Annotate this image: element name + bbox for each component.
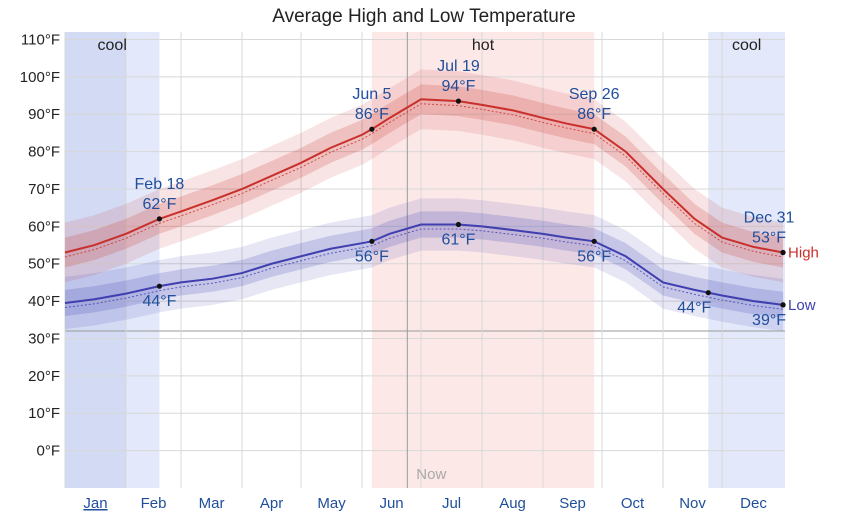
annotation-marker	[780, 249, 786, 256]
annotation-value: 53°F	[752, 230, 786, 247]
annotation-marker	[369, 126, 375, 132]
annotation-value: 61°F	[441, 231, 475, 248]
series-line	[64, 223, 784, 306]
annotation-marker	[705, 290, 711, 296]
y-tick-label: 0°F	[36, 443, 60, 460]
annotation-date: Jun 5	[352, 86, 391, 103]
annotation-value: 39°F	[752, 312, 786, 329]
season-label: cool	[98, 37, 127, 54]
annotation-value: 56°F	[355, 248, 389, 265]
now-label: Now	[416, 466, 446, 483]
month-label: Apr	[260, 495, 283, 512]
y-tick-label: 20°F	[28, 368, 60, 385]
month-label: Jul	[442, 495, 461, 512]
annotation-value: 94°F	[441, 78, 475, 95]
season-label: cool	[732, 37, 761, 54]
series-band-outer	[65, 69, 784, 283]
y-tick-label: 30°F	[28, 330, 60, 347]
annotation-marker	[455, 221, 462, 228]
series-prior-line	[64, 103, 784, 258]
series-line	[64, 98, 784, 254]
month-label: Nov	[679, 495, 706, 512]
month-label: Dec	[740, 495, 767, 512]
y-tick-label: 60°F	[28, 218, 60, 235]
y-tick-label: 110°F	[21, 31, 60, 48]
y-tick-label: 80°F	[28, 144, 60, 161]
season-label: hot	[472, 37, 495, 54]
series-name-label: High	[788, 245, 819, 262]
series-name-label: Low	[788, 297, 816, 314]
annotation-date: Sep 26	[569, 86, 620, 103]
series-band-inner	[65, 211, 784, 318]
season-band	[371, 32, 595, 488]
annotation-date: Feb 18	[135, 176, 185, 193]
annotation-marker	[156, 216, 163, 222]
annotation-marker	[780, 302, 786, 308]
month-label: Jan	[83, 495, 107, 512]
month-label: Oct	[621, 495, 645, 512]
month-label: Feb	[141, 495, 167, 512]
month-label: Jun	[379, 495, 403, 512]
annotation-marker	[369, 238, 375, 244]
y-tick-label: 50°F	[28, 256, 60, 273]
annotation-value: 86°F	[577, 106, 611, 123]
series-band-inner	[65, 84, 784, 268]
annotation-value: 44°F	[677, 300, 711, 317]
annotation-date: Dec 31	[744, 210, 795, 227]
series-prior-line	[64, 228, 784, 310]
current-month-shade	[65, 32, 126, 488]
y-tick-label: 10°F	[28, 405, 60, 422]
annotation-value: 44°F	[142, 293, 176, 310]
series-band-outer	[65, 198, 784, 332]
annotation-marker	[156, 283, 163, 289]
season-band	[708, 32, 785, 488]
y-tick-label: 90°F	[28, 106, 60, 123]
y-tick-label: 40°F	[28, 293, 60, 310]
chart-title: Average High and Low Temperature	[272, 6, 576, 27]
month-label: Sep	[559, 495, 586, 512]
month-label: May	[317, 495, 346, 512]
month-label: Aug	[499, 495, 526, 512]
annotation-value: 86°F	[355, 106, 389, 123]
annotation-value: 56°F	[577, 248, 611, 265]
annotation-marker	[591, 238, 597, 244]
annotation-value: 62°F	[142, 196, 176, 213]
y-tick-label: 70°F	[28, 181, 60, 198]
annotation-date: Jul 19	[437, 58, 480, 75]
y-tick-label: 100°F	[20, 69, 60, 86]
annotation-marker	[591, 126, 597, 132]
annotation-marker	[455, 98, 462, 104]
month-label: Mar	[199, 495, 225, 512]
